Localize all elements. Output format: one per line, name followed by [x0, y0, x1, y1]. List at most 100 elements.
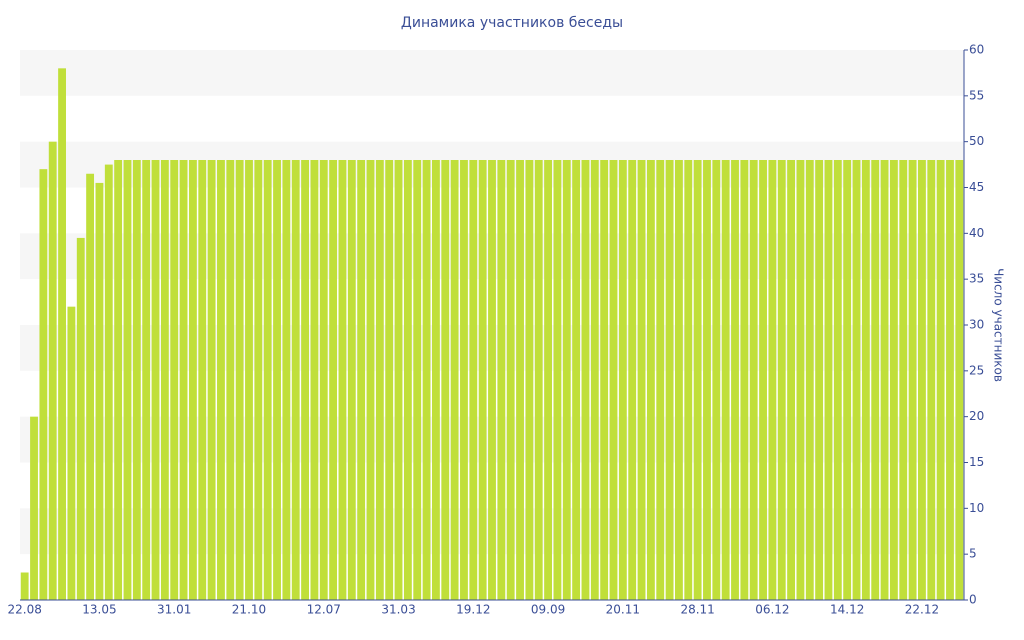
x-tick-label: 09.09: [531, 603, 565, 617]
bar: [357, 160, 366, 600]
bar: [170, 160, 179, 600]
bar: [712, 160, 721, 600]
bar: [637, 160, 646, 600]
bar: [927, 160, 936, 600]
bar: [656, 160, 665, 600]
bar: [946, 160, 954, 600]
bar: [217, 160, 225, 600]
bar: [787, 160, 796, 600]
bar: [375, 160, 384, 600]
bar: [142, 160, 151, 600]
bar: [852, 160, 861, 600]
bar: [179, 160, 188, 600]
bar: [450, 160, 459, 600]
bar: [329, 160, 338, 600]
y-tick-label: 30: [969, 318, 984, 332]
bar: [618, 160, 627, 600]
bar: [86, 173, 95, 600]
bar: [460, 160, 468, 600]
y-tick-label: 15: [969, 455, 984, 469]
bar: [675, 160, 683, 600]
bar: [114, 160, 123, 600]
bar: [58, 68, 66, 601]
bar: [665, 160, 674, 600]
bar: [431, 160, 440, 600]
bar: [525, 160, 534, 600]
bar: [104, 164, 113, 601]
bar: [824, 160, 833, 600]
bar: [918, 160, 926, 600]
bar: [132, 160, 141, 600]
bar: [516, 160, 524, 600]
bar: [469, 160, 478, 600]
bar: [600, 160, 609, 600]
bar: [955, 160, 964, 600]
bar: [385, 160, 394, 600]
bar: [488, 160, 496, 600]
bar: [815, 160, 824, 600]
bar: [347, 160, 356, 600]
bar: [759, 160, 767, 600]
bar: [805, 160, 814, 600]
bar: [282, 160, 291, 600]
bar: [581, 160, 590, 600]
grid-band: [20, 50, 964, 96]
y-tick-label: 55: [969, 88, 984, 102]
y-tick-label: 10: [969, 501, 984, 515]
y-tick-label: 45: [969, 180, 984, 194]
x-tick-label: 06.12: [755, 603, 789, 617]
bar: [478, 160, 487, 600]
bar: [497, 160, 506, 600]
y-tick-label: 50: [969, 134, 984, 148]
bar: [833, 160, 842, 600]
y-axis-label: Число участников: [992, 268, 1006, 382]
bar: [768, 160, 777, 600]
x-tick-label: 28.11: [680, 603, 714, 617]
bar: [30, 416, 38, 600]
bar: [731, 160, 739, 600]
x-tick-label: 20.11: [606, 603, 640, 617]
bar: [749, 160, 758, 600]
x-tick-label: 12.07: [307, 603, 341, 617]
bar: [338, 160, 347, 600]
y-tick-label: 25: [969, 363, 984, 377]
bar: [48, 141, 57, 600]
bar: [506, 160, 515, 600]
bar: [95, 182, 104, 600]
bar: [263, 160, 272, 600]
bar: [198, 160, 207, 600]
bar: [67, 306, 76, 600]
bar: [796, 160, 805, 600]
bar: [254, 160, 263, 600]
x-tick-label: 19.12: [456, 603, 490, 617]
x-tick-label: 14.12: [830, 603, 864, 617]
bar: [880, 160, 889, 600]
bar: [908, 160, 917, 600]
bar: [151, 160, 160, 600]
x-tick-label: 31.03: [381, 603, 415, 617]
bar: [20, 572, 29, 600]
bar: [693, 160, 702, 600]
bar: [609, 160, 618, 600]
bar: [301, 160, 309, 600]
y-tick-label: 20: [969, 409, 984, 423]
bar: [160, 160, 169, 600]
bar: [871, 160, 880, 600]
bar: [721, 160, 730, 600]
x-tick-label: 22.12: [905, 603, 939, 617]
bar: [366, 160, 375, 600]
bar: [590, 160, 599, 600]
bar: [646, 160, 655, 600]
bar: [441, 160, 450, 600]
y-tick-label: 60: [969, 43, 984, 57]
y-tick-label: 35: [969, 272, 984, 286]
bar: [273, 160, 281, 600]
bar: [889, 160, 898, 600]
x-tick-label: 31.01: [157, 603, 191, 617]
bar: [394, 160, 403, 600]
bar: [899, 160, 908, 600]
bar: [226, 160, 235, 600]
y-tick-label: 40: [969, 226, 984, 240]
bar: [39, 169, 48, 600]
